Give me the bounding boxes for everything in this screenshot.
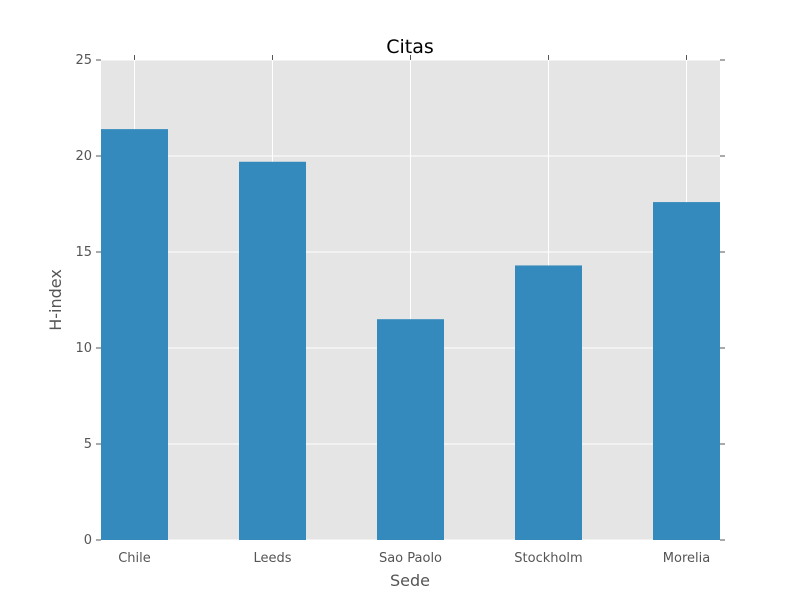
y-tick-label: 15 — [75, 245, 92, 260]
y-tick-label: 25 — [75, 53, 92, 68]
bar-chile — [101, 129, 168, 540]
y-tick-label: 0 — [84, 533, 92, 548]
bar-leeds — [239, 161, 306, 540]
y-axis-label: H-index — [46, 269, 65, 331]
bars — [101, 129, 720, 540]
y-tick-label: 5 — [84, 437, 92, 452]
bar-sao-paolo — [377, 319, 444, 540]
y-tick-label: 10 — [75, 341, 92, 356]
x-tick-labels: Chile Leeds Sao Paolo Stockholm Morelia — [118, 551, 710, 566]
axis-ticks — [96, 55, 725, 541]
x-tick-label: Sao Paolo — [379, 551, 442, 566]
x-tick-label: Chile — [118, 551, 151, 566]
y-tick-label: 20 — [75, 149, 92, 164]
x-tick-label: Leeds — [253, 551, 291, 566]
chart-title: Citas — [386, 36, 434, 58]
x-tick-label: Morelia — [663, 551, 710, 566]
bar-morelia — [653, 202, 720, 540]
bar-stockholm — [515, 265, 582, 540]
x-tick-label: Stockholm — [514, 551, 582, 566]
x-axis-label: Sede — [390, 571, 430, 590]
y-tick-labels: 0 5 10 15 20 25 — [75, 53, 92, 548]
